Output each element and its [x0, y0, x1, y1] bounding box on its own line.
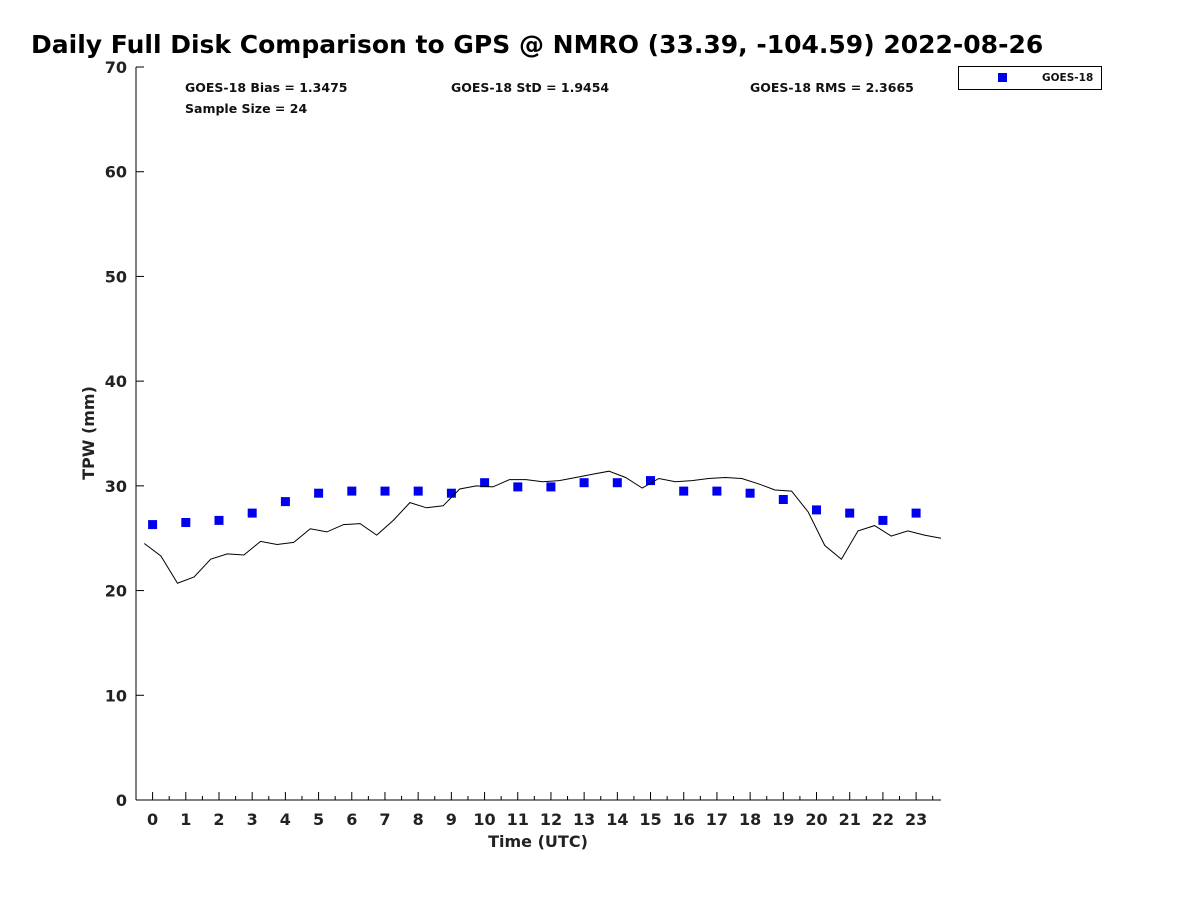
y-tick-label: 70	[105, 58, 127, 77]
goes18-point	[214, 515, 224, 525]
x-tick-label: 12	[540, 810, 562, 829]
goes18-point	[347, 486, 357, 496]
y-tick-label: 0	[116, 791, 127, 810]
legend-marker-goes18	[998, 73, 1007, 82]
chart-title: Daily Full Disk Comparison to GPS @ NMRO…	[31, 30, 1044, 59]
y-tick-label: 10	[105, 686, 127, 705]
y-tick-label: 40	[105, 372, 127, 391]
goes18-point	[878, 515, 888, 525]
legend: GOES-18	[958, 66, 1102, 90]
x-tick-label: 0	[147, 810, 158, 829]
goes18-point	[513, 482, 523, 492]
goes18-point	[745, 488, 755, 498]
x-tick-label: 8	[413, 810, 424, 829]
goes18-point	[712, 486, 722, 496]
y-tick-label: 50	[105, 267, 127, 286]
goes18-point	[845, 508, 855, 518]
goes18-point	[280, 497, 290, 507]
goes18-point	[646, 476, 655, 486]
goes18-point	[413, 486, 423, 496]
goes18-point	[247, 508, 257, 518]
x-tick-label: 22	[872, 810, 894, 829]
x-tick-label: 19	[772, 810, 794, 829]
std-stat: GOES-18 StD = 1.9454	[451, 80, 609, 95]
y-tick-label: 20	[105, 582, 127, 601]
x-axis-label: Time (UTC)	[488, 832, 588, 851]
goes18-point	[480, 478, 490, 488]
goes18-point	[778, 495, 788, 504]
x-tick-label: 18	[739, 810, 761, 829]
x-tick-label: 13	[573, 810, 595, 829]
x-tick-label: 11	[507, 810, 529, 829]
goes18-point	[380, 486, 390, 496]
goes18-point	[911, 508, 921, 518]
goes18-point	[679, 486, 689, 496]
x-tick-label: 20	[805, 810, 827, 829]
x-tick-label: 6	[346, 810, 357, 829]
x-tick-label: 16	[673, 810, 695, 829]
goes18-point	[446, 488, 456, 498]
x-tick-label: 17	[706, 810, 728, 829]
sample-size-stat: Sample Size = 24	[185, 101, 307, 116]
x-tick-label: 4	[280, 810, 291, 829]
x-tick-label: 9	[446, 810, 457, 829]
gps-tpw-line	[143, 470, 942, 584]
x-tick-label: 15	[639, 810, 661, 829]
x-tick-label: 1	[180, 810, 191, 829]
y-axis-label: TPW (mm)	[79, 386, 98, 480]
legend-box	[958, 66, 1102, 90]
x-tick-label: 7	[379, 810, 390, 829]
axes	[135, 67, 941, 801]
y-ticks: 0 10 20 30 40 50 60 70	[105, 58, 144, 810]
x-tick-label: 14	[606, 810, 628, 829]
rms-stat: GOES-18 RMS = 2.3665	[750, 80, 914, 95]
x-tick-label: 21	[839, 810, 861, 829]
x-tick-label: 3	[247, 810, 258, 829]
x-tick-label: 5	[313, 810, 324, 829]
x-tick-label: 2	[213, 810, 224, 829]
x-ticks: 0 1 2 3 4 5 6 7 8 9 10 11 12 13 14 15 16 17 18 19 20 21 22 23	[135, 792, 934, 829]
goes18-point	[812, 505, 821, 515]
y-tick-label: 30	[105, 477, 127, 496]
goes18-point	[314, 488, 324, 498]
goes18-point	[148, 520, 158, 530]
x-tick-label: 10	[473, 810, 495, 829]
goes18-point	[546, 482, 556, 492]
legend-label-goes18: GOES-18	[1042, 72, 1093, 84]
series-layer	[143, 470, 942, 584]
y-tick-label: 60	[105, 163, 127, 182]
goes18-point	[612, 478, 622, 488]
x-tick-label: 23	[905, 810, 927, 829]
goes18-point	[181, 518, 191, 527]
bias-stat: GOES-18 Bias = 1.3475	[185, 80, 347, 95]
goes18-point	[579, 478, 589, 488]
